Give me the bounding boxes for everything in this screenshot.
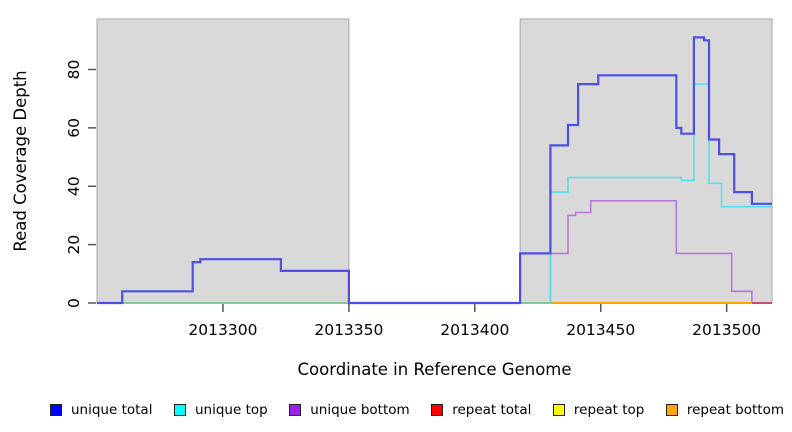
unique-total-swatch-icon [50, 404, 62, 416]
legend-label-unique-top: unique top [195, 402, 268, 418]
legend-item-repeat-bottom: repeat bottom [665, 402, 784, 418]
y-tick-label: 40 [65, 176, 83, 196]
plot-area: 2013300 2013350 2013400 2013450 2013500 0 20 40… [11, 18, 773, 379]
legend-item-repeat-total: repeat total [431, 402, 531, 418]
series-line-unique-top [97, 83, 772, 304]
highlight-region-0 [96, 18, 350, 304]
legend-item-unique-top: unique top [174, 402, 268, 418]
x-tick-label: 2013300 [188, 321, 257, 339]
y-tick-label: 60 [65, 118, 83, 138]
legend-label-unique-bottom: unique bottom [310, 402, 410, 418]
x-tick-label: 2013350 [314, 321, 383, 339]
legend-label-repeat-total: repeat total [452, 402, 532, 418]
x-tick-label: 2013400 [440, 321, 509, 339]
series-line-unique-total [97, 36, 772, 305]
legend-item-unique-bottom: unique bottom [289, 402, 410, 418]
x-axis-title: Coordinate in Reference Genome [297, 360, 571, 379]
legend-item-repeat-top: repeat top [552, 402, 645, 418]
y-tick-label: 20 [65, 235, 83, 255]
series-line-unique-bottom [97, 200, 772, 304]
y-tick-label: 80 [65, 60, 83, 80]
legend: unique total unique top unique bottom re… [50, 396, 784, 424]
legend-item-unique-total: unique total [50, 402, 152, 418]
highlight-region-1 [519, 18, 773, 304]
y-tick-label: 0 [65, 298, 83, 308]
repeat-total-swatch-icon [431, 404, 444, 416]
repeat-bottom-swatch-icon [665, 404, 678, 416]
legend-label-repeat-top: repeat top [573, 402, 645, 418]
x-tick-label: 2013450 [566, 321, 635, 339]
x-tick-label: 2013500 [692, 321, 761, 339]
repeat-top-swatch-icon [552, 404, 565, 416]
y-axis-title: Read Coverage Depth [11, 70, 30, 251]
legend-label-unique-total: unique total [71, 402, 153, 418]
legend-label-repeat-bottom: repeat bottom [686, 402, 784, 418]
unique-top-swatch-icon [174, 404, 186, 416]
unique-bottom-swatch-icon [289, 404, 302, 416]
